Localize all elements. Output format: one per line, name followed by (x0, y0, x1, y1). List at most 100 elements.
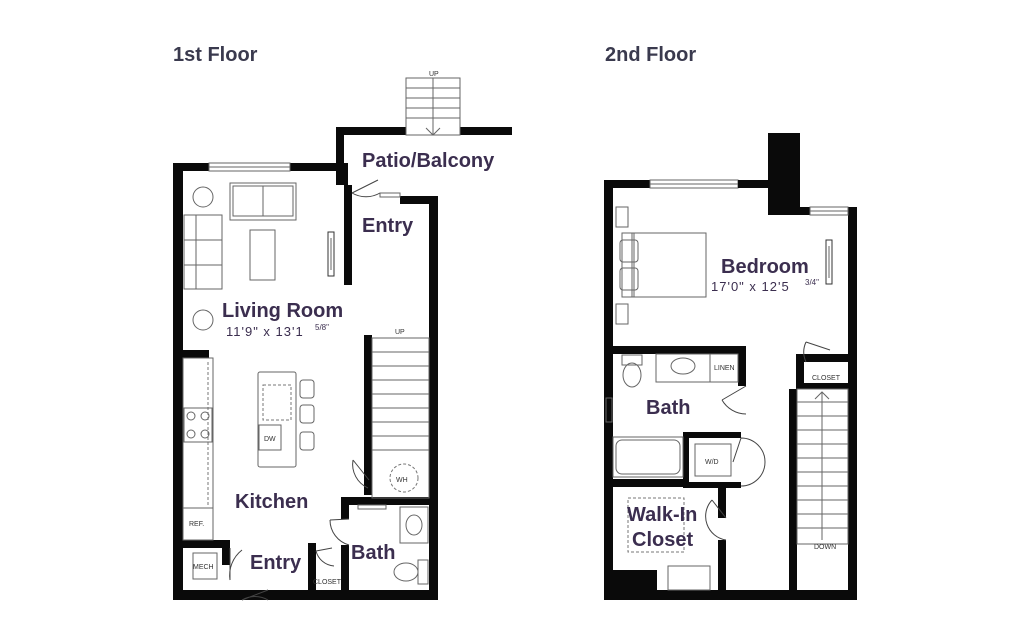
closet-shelf (667, 565, 711, 591)
wall (683, 482, 741, 488)
wall (789, 389, 797, 600)
ref-label: REF. (189, 521, 204, 528)
walk-in-label-line2: Closet (632, 529, 693, 551)
dishwasher (258, 424, 282, 451)
bath-door (721, 385, 747, 415)
bar-stool (299, 404, 315, 424)
wall (222, 590, 242, 600)
sectional-sofa (183, 214, 223, 290)
wall (460, 127, 512, 135)
window (379, 192, 401, 198)
closet-label: CLOSET (812, 375, 841, 382)
mech-door (229, 548, 243, 581)
pillow (619, 267, 639, 291)
patio-label: Patio/Balcony (362, 150, 495, 172)
wall (173, 163, 183, 600)
wall (613, 570, 657, 592)
kitchen-label: Kitchen (235, 491, 308, 513)
range (183, 407, 213, 443)
second-floor-title: 2nd Floor (605, 44, 696, 66)
bedroom-label: Bedroom (721, 256, 809, 278)
bath-door (329, 518, 350, 546)
wall (604, 180, 650, 188)
wall (796, 383, 848, 389)
wall (400, 196, 438, 204)
wall (336, 127, 406, 135)
nightstand (615, 206, 629, 228)
stair-closet-door (352, 459, 370, 489)
first-floor-plan: UP REF. MECH (173, 71, 512, 601)
living-room-dim-fraction: 5/8" (315, 323, 329, 332)
wall (796, 354, 848, 362)
front-door (241, 589, 269, 601)
linen-label: LINEN (714, 365, 735, 372)
wall (308, 543, 316, 600)
wall (429, 196, 438, 600)
wall (604, 479, 689, 487)
bathtub-inner (615, 439, 681, 475)
wall (683, 432, 741, 438)
first-floor-title: 1st Floor (173, 44, 258, 66)
dw-label: DW (264, 436, 276, 443)
bathtub (612, 436, 684, 478)
sofa-cushion (262, 185, 294, 217)
closet-door (803, 341, 831, 363)
wall (718, 488, 726, 518)
wall (364, 335, 372, 495)
sink (405, 514, 423, 536)
bedroom-dimensions: 17'0" x 12'5 (711, 279, 790, 294)
wall (604, 180, 613, 600)
entry-door (351, 179, 381, 198)
closet-label: CLOSET (313, 579, 342, 586)
linen-closet (709, 353, 739, 383)
wall (796, 354, 804, 384)
wall (173, 163, 209, 171)
towel-bar (605, 397, 613, 423)
walk-in-label-line1: Walk-In (627, 504, 697, 526)
wall (718, 540, 726, 600)
toilet-tank (621, 354, 643, 366)
wall (344, 185, 352, 285)
bar-stool (299, 431, 315, 451)
toilet (393, 562, 419, 582)
closet-shelving (627, 497, 685, 553)
wall (848, 207, 857, 600)
entry-bottom-label: Entry (250, 552, 302, 574)
washer-dryer (694, 443, 732, 477)
bath-label: Bath (351, 542, 395, 564)
wall (341, 497, 349, 519)
side-table (192, 309, 214, 331)
closet-door (315, 547, 335, 567)
wall (173, 350, 209, 358)
refrigerator (182, 507, 214, 541)
wall (738, 180, 778, 188)
towel-bar (357, 504, 387, 510)
tv (825, 239, 833, 285)
laundry-door (732, 437, 766, 487)
mech-label: MECH (193, 564, 214, 571)
interior-stairs (371, 337, 430, 499)
coffee-table (249, 229, 276, 281)
toilet-tank (417, 559, 429, 585)
interior-stairs (796, 388, 849, 545)
side-table (192, 186, 214, 208)
pillow (619, 239, 639, 263)
headboard (621, 232, 635, 298)
tv (327, 231, 335, 277)
living-room-dimensions: 11'9" x 13'1 (226, 324, 304, 339)
wall (173, 540, 223, 548)
nightstand (615, 303, 629, 325)
wall (604, 346, 742, 354)
toilet (622, 362, 642, 388)
bath-label: Bath (646, 397, 690, 419)
chimney (768, 133, 800, 215)
second-floor-plan: LINEN W/D CLOSET DOWN Bedroom (604, 133, 857, 600)
bedroom-dim-fraction: 3/4" (805, 278, 819, 287)
walk-in-door (705, 499, 727, 541)
wall (738, 346, 746, 386)
wall (341, 497, 437, 505)
wall (173, 590, 437, 600)
kitchen-island (257, 371, 297, 468)
wall (341, 545, 349, 600)
